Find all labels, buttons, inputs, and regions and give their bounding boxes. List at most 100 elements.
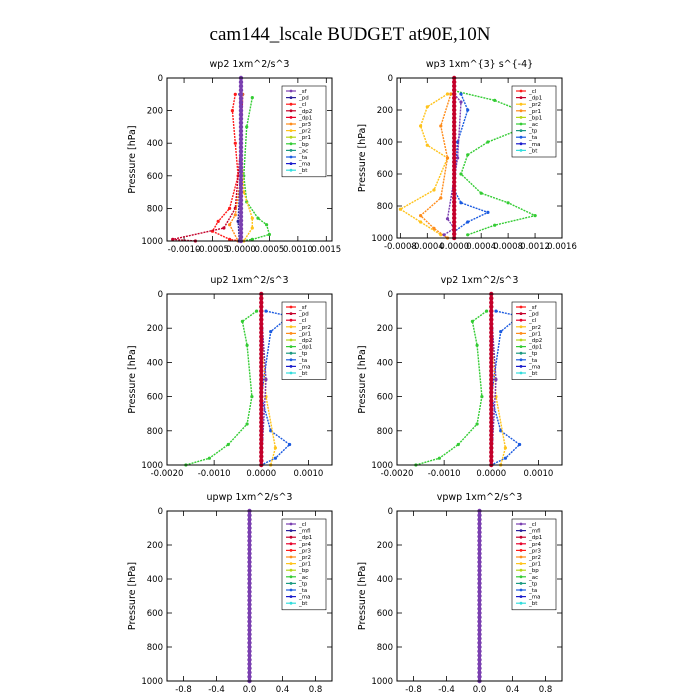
series-marker xyxy=(477,610,482,616)
series-marker xyxy=(259,385,264,391)
legend-marker xyxy=(289,102,293,106)
series-point xyxy=(439,196,443,200)
x-tick-label: -0.4 xyxy=(438,685,455,695)
series-point xyxy=(486,140,490,144)
legend-marker xyxy=(519,522,523,526)
series-marker xyxy=(477,653,482,658)
series-marker xyxy=(238,145,244,150)
legend-label: _cl xyxy=(528,522,537,528)
legend-label: _ma xyxy=(528,595,540,601)
series-marker xyxy=(259,296,264,301)
series-marker xyxy=(259,364,264,369)
series-marker xyxy=(238,169,244,174)
series-point xyxy=(499,429,503,433)
series-marker xyxy=(452,183,457,189)
series-marker xyxy=(477,564,482,569)
y-tick-label: 800 xyxy=(377,427,393,437)
series-marker xyxy=(452,95,457,101)
x-tick-label: -0.0020 xyxy=(381,469,414,479)
legend-marker xyxy=(519,89,523,93)
legend-label: _sf xyxy=(528,305,538,311)
series-marker xyxy=(259,377,264,382)
series-marker xyxy=(247,670,252,675)
legend-label: _pr3 xyxy=(298,122,312,128)
legend-marker xyxy=(519,109,523,113)
series-marker xyxy=(452,167,457,173)
series-marker xyxy=(489,424,494,429)
x-tick-label: 0.0000 xyxy=(439,242,469,252)
legend-marker xyxy=(519,312,523,315)
legend-label: _ta xyxy=(528,135,537,141)
series-marker xyxy=(247,606,252,611)
legend-marker xyxy=(289,529,293,532)
series-marker xyxy=(238,128,244,134)
legend-label: _dp2 xyxy=(298,338,312,344)
legend-marker xyxy=(289,595,293,598)
series-marker xyxy=(477,632,482,637)
legend-label: _dp1 xyxy=(528,535,542,541)
series-marker xyxy=(477,674,482,679)
series-marker xyxy=(489,398,494,404)
series-marker xyxy=(477,657,482,662)
series-marker xyxy=(247,564,252,569)
y-tick-label: 0 xyxy=(388,74,393,84)
series-marker xyxy=(489,450,494,455)
series-marker xyxy=(247,538,252,543)
series-marker xyxy=(477,661,482,667)
series-marker xyxy=(238,116,244,122)
legend-marker xyxy=(289,332,293,335)
series-marker xyxy=(247,585,252,590)
series-point xyxy=(533,214,537,218)
legend-label: _cl xyxy=(298,318,307,324)
series-point xyxy=(240,319,244,323)
y-tick-label: 200 xyxy=(147,324,163,334)
series-marker xyxy=(477,547,482,552)
x-tick-label: 0.0005 xyxy=(255,245,285,255)
legend-label: _pd xyxy=(298,96,309,102)
series-point xyxy=(493,98,497,102)
series-marker xyxy=(247,534,252,539)
legend-label: _ta xyxy=(298,155,307,161)
legend-marker xyxy=(519,535,523,539)
legend-marker xyxy=(519,135,523,139)
y-tick-label: 600 xyxy=(377,393,393,403)
series-marker xyxy=(489,338,494,344)
series-marker xyxy=(238,210,244,215)
legend-marker xyxy=(289,562,293,565)
series-marker xyxy=(247,525,252,531)
series-marker xyxy=(477,538,482,543)
y-tick-label: 800 xyxy=(377,202,393,212)
legend-label: _ta xyxy=(298,358,307,364)
series-marker xyxy=(247,551,252,556)
series-marker xyxy=(489,385,494,391)
legend-label: _dp1 xyxy=(528,96,542,102)
series-marker xyxy=(259,338,264,344)
legend-label: _bp xyxy=(298,142,309,148)
series-point xyxy=(264,309,268,313)
x-tick-label: -0.0010 xyxy=(198,469,231,479)
legend-label: _bp xyxy=(528,568,539,574)
series-point xyxy=(459,201,463,205)
legend-marker xyxy=(519,338,523,342)
series-marker xyxy=(477,670,482,675)
legend-label: _ma xyxy=(298,595,310,601)
series-point xyxy=(230,109,234,113)
legend-marker xyxy=(519,318,523,322)
series-marker xyxy=(259,428,264,433)
legend-marker xyxy=(519,542,523,546)
legend-marker xyxy=(519,305,523,309)
series-marker xyxy=(259,420,264,425)
series-marker xyxy=(477,589,482,594)
series-marker xyxy=(238,218,244,223)
legend-box xyxy=(281,85,327,178)
x-tick-label: -0.0004 xyxy=(411,242,444,252)
legend-marker xyxy=(289,568,293,572)
series-marker xyxy=(452,231,457,237)
legend-label: _pr1 xyxy=(298,331,311,337)
legend-marker xyxy=(289,109,293,113)
legend-marker xyxy=(519,149,523,152)
x-tick-label: 0.0000 xyxy=(476,469,506,479)
series-marker xyxy=(259,415,264,421)
x-tick-label: 0.4 xyxy=(276,685,290,695)
series-marker xyxy=(477,568,482,573)
